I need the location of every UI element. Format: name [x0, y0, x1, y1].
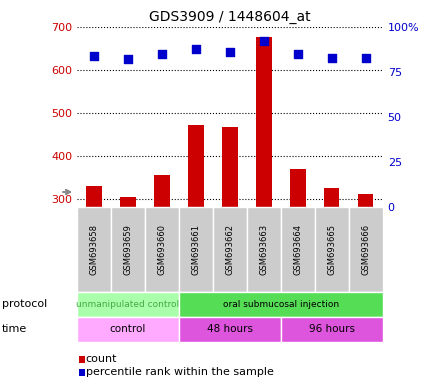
Point: [125, 56, 132, 63]
Text: GSM693664: GSM693664: [293, 224, 302, 275]
Bar: [77, 292, 179, 317]
Text: GSM693659: GSM693659: [124, 224, 132, 275]
Text: GSM693665: GSM693665: [327, 224, 336, 275]
Bar: [358, 194, 374, 328]
Point: [91, 53, 98, 59]
Bar: [145, 207, 179, 292]
Bar: [179, 292, 383, 317]
Point: [328, 55, 335, 61]
Bar: [324, 188, 340, 328]
Bar: [111, 207, 145, 292]
Text: GSM693666: GSM693666: [361, 224, 370, 275]
Text: GSM693660: GSM693660: [158, 224, 166, 275]
Bar: [281, 317, 383, 342]
Bar: [256, 37, 271, 328]
Bar: [290, 169, 305, 328]
Point: [294, 51, 301, 57]
Text: 48 hours: 48 hours: [207, 324, 253, 334]
Text: GSM693662: GSM693662: [225, 224, 235, 275]
Bar: [86, 186, 102, 328]
Text: GSM693663: GSM693663: [259, 224, 268, 275]
Text: oral submucosal injection: oral submucosal injection: [223, 300, 339, 309]
Bar: [179, 317, 281, 342]
Bar: [349, 207, 383, 292]
Bar: [315, 207, 349, 292]
Bar: [222, 127, 238, 328]
Text: GSM693661: GSM693661: [191, 224, 201, 275]
Bar: [154, 175, 169, 328]
Bar: [120, 197, 136, 328]
Text: protocol: protocol: [2, 299, 48, 310]
Point: [362, 55, 369, 61]
Text: GSM693658: GSM693658: [89, 224, 99, 275]
Title: GDS3909 / 1448604_at: GDS3909 / 1448604_at: [149, 10, 311, 25]
Point: [192, 45, 199, 51]
Bar: [281, 207, 315, 292]
Bar: [188, 125, 204, 328]
Point: [227, 49, 234, 55]
Bar: [247, 207, 281, 292]
Text: count: count: [86, 354, 117, 364]
Bar: [77, 207, 111, 292]
Bar: [179, 207, 213, 292]
Text: time: time: [2, 324, 27, 334]
Text: percentile rank within the sample: percentile rank within the sample: [86, 367, 274, 377]
Bar: [77, 317, 179, 342]
Point: [260, 38, 268, 45]
Text: control: control: [110, 324, 146, 334]
Text: 96 hours: 96 hours: [309, 324, 355, 334]
Point: [158, 51, 165, 57]
Bar: [213, 207, 247, 292]
Text: unmanipulated control: unmanipulated control: [77, 300, 180, 309]
